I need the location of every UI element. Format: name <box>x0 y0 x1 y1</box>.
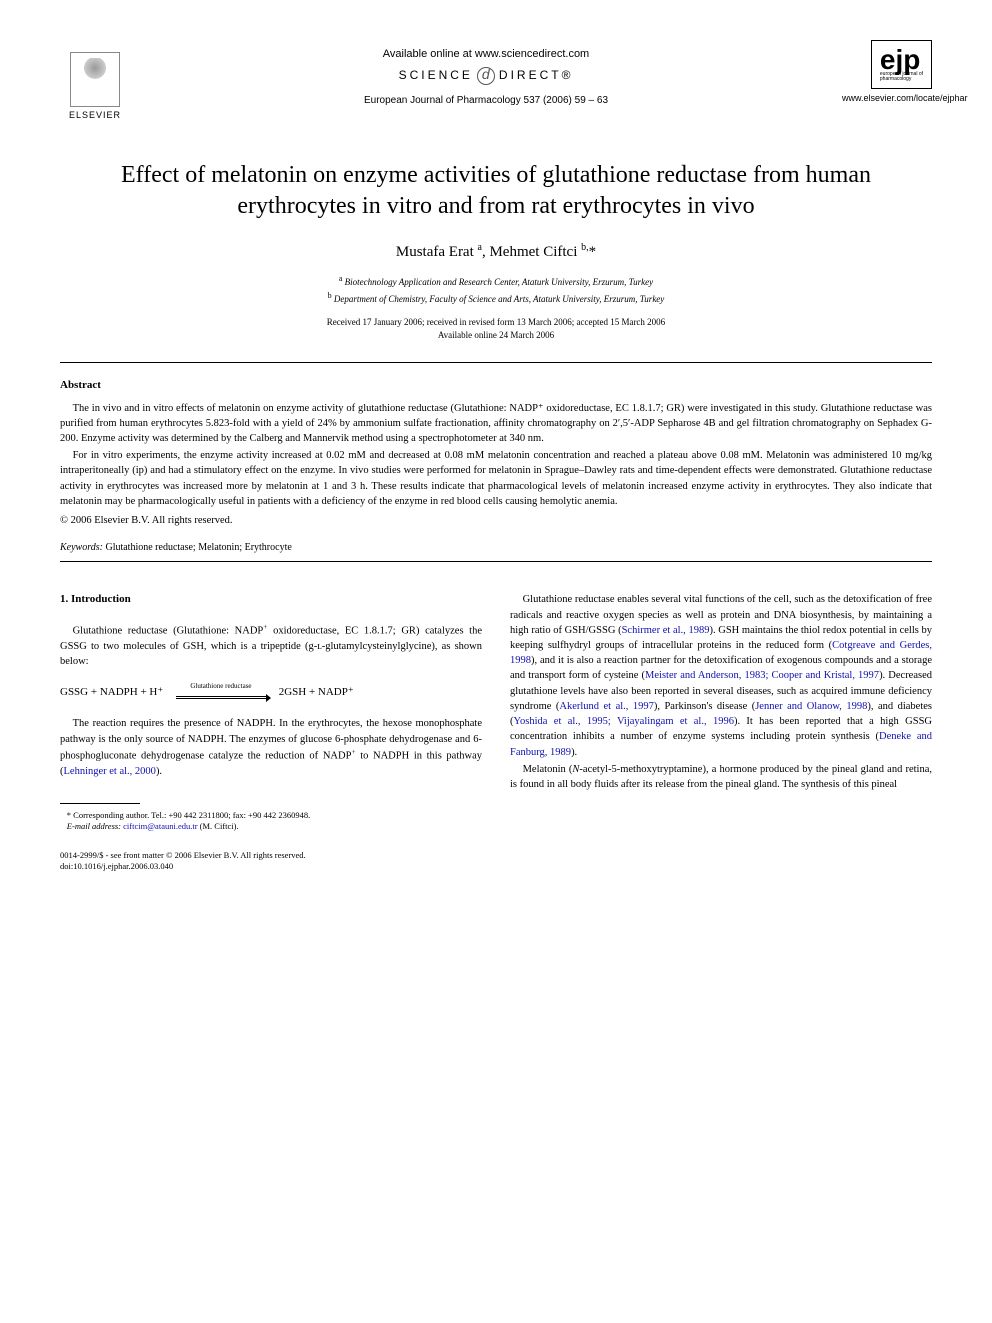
intro-p1: Glutathione reductase (Glutathione: NADP… <box>60 622 482 669</box>
right-p1: Glutathione reductase enables several vi… <box>510 592 932 759</box>
ejp-sub2: pharmacology <box>880 77 923 82</box>
footnote-email-who: (M. Ciftci). <box>200 821 239 831</box>
ref-schirmer[interactable]: Schirmer et al., 1989 <box>622 625 710 636</box>
intro-p1-pre: Glutathione reductase (Glutathione: NADP <box>73 626 264 637</box>
right-column: Glutathione reductase enables several vi… <box>510 592 932 872</box>
rule-top <box>60 362 932 363</box>
author-2-aff: b, <box>581 242 589 253</box>
available-date: Available online 24 March 2006 <box>60 329 932 342</box>
eq-arrow-label: Glutathione reductase <box>166 681 276 691</box>
eq-left: GSSG + NADPH + H⁺ <box>60 686 163 698</box>
footnote-email-line: E-mail address: ciftcim@atauni.edu.tr (M… <box>60 821 482 832</box>
author-2: Mehmet Ciftci <box>489 244 577 260</box>
authors: Mustafa Erat a, Mehmet Ciftci b,* <box>60 242 932 261</box>
locate-url: www.elsevier.com/locate/ejphar <box>842 93 932 103</box>
rule-after-abstract <box>60 561 932 562</box>
ref-yoshida[interactable]: Yoshida et al., 1995; Vijayalingam et al… <box>514 716 734 727</box>
elsevier-logo: ELSEVIER <box>60 40 130 120</box>
journal-reference: European Journal of Pharmacology 537 (20… <box>130 95 842 106</box>
footnote-email-label: E-mail address: <box>67 821 121 831</box>
left-column: 1. Introduction Glutathione reductase (G… <box>60 592 482 872</box>
reaction-equation: GSSG + NADPH + H⁺ Glutathione reductase … <box>60 681 482 704</box>
page-header: ELSEVIER Available online at www.science… <box>60 40 932 120</box>
sciencedirect-left: SCIENCE <box>399 68 473 82</box>
author-1-aff: a <box>478 242 482 253</box>
ref-lehninger[interactable]: Lehninger et al., 2000 <box>64 766 156 777</box>
intro-p2: The reaction requires the presence of NA… <box>60 716 482 778</box>
footnote-corresponding: * Corresponding author. Tel.: +90 442 23… <box>60 810 482 821</box>
author-1: Mustafa Erat <box>396 244 474 260</box>
footer-info: 0014-2999/$ - see front matter © 2006 El… <box>60 850 482 872</box>
abstract-p1: The in vivo and in vitro effects of mela… <box>60 401 932 447</box>
abstract-copyright: © 2006 Elsevier B.V. All rights reserved… <box>60 513 932 528</box>
footnote-email[interactable]: ciftcim@atauni.edu.tr <box>123 821 197 831</box>
available-online-text: Available online at www.sciencedirect.co… <box>130 48 842 60</box>
footer-line1: 0014-2999/$ - see front matter © 2006 El… <box>60 850 482 861</box>
affiliation-b: b Department of Chemistry, Faculty of Sc… <box>60 290 932 307</box>
sciencedirect-right: DIRECT® <box>499 68 574 82</box>
affiliation-a-text: Biotechnology Application and Research C… <box>345 277 654 287</box>
journal-logo-block: ejp european journal of pharmacology www… <box>842 40 932 103</box>
received-date: Received 17 January 2006; received in re… <box>60 316 932 329</box>
right-p2: Melatonin (N-acetyl-5-methoxytryptamine)… <box>510 762 932 792</box>
elsevier-label: ELSEVIER <box>69 110 121 120</box>
affiliation-a: a Biotechnology Application and Research… <box>60 273 932 290</box>
affiliation-b-text: Department of Chemistry, Faculty of Scie… <box>334 294 664 304</box>
corresponding-author-footnote: * Corresponding author. Tel.: +90 442 23… <box>60 810 482 832</box>
ejp-logo-box: ejp european journal of pharmacology <box>871 40 932 89</box>
footer-doi: doi:10.1016/j.ejphar.2006.03.040 <box>60 861 482 872</box>
abstract-p2: For in vitro experiments, the enzyme act… <box>60 448 932 509</box>
abstract-heading: Abstract <box>60 379 932 391</box>
ejp-letters: ejp <box>880 47 923 72</box>
right-p1-e: ), Parkinson's disease ( <box>654 701 755 712</box>
right-p2-text: Melatonin (N-acetyl-5-methoxytryptamine)… <box>510 764 932 790</box>
keywords-label: Keywords: <box>60 542 103 553</box>
abstract-body: The in vivo and in vitro effects of mela… <box>60 401 932 529</box>
eq-arrow-line-icon <box>176 696 266 699</box>
ref-akerlund[interactable]: Akerlund et al., 1997 <box>559 701 653 712</box>
right-p1-h: ). <box>571 747 577 758</box>
sciencedirect-logo: SCIENCE DIRECT® <box>399 67 574 85</box>
eq-right: 2GSH + NADP⁺ <box>279 686 354 698</box>
eq-arrow: Glutathione reductase <box>166 681 276 704</box>
article-title: Effect of melatonin on enzyme activities… <box>80 160 912 222</box>
elsevier-tree-icon <box>70 52 120 107</box>
ref-jenner[interactable]: Jenner and Olanow, 1998 <box>755 701 867 712</box>
intro-heading: 1. Introduction <box>60 592 482 608</box>
affiliations: a Biotechnology Application and Research… <box>60 273 932 306</box>
body-columns: 1. Introduction Glutathione reductase (G… <box>60 592 932 872</box>
article-dates: Received 17 January 2006; received in re… <box>60 316 932 341</box>
footnote-rule <box>60 803 140 804</box>
sciencedirect-d-icon <box>477 67 495 85</box>
keywords-line: Keywords: Glutathione reductase; Melaton… <box>60 542 932 553</box>
intro-p2-end: ). <box>156 766 162 777</box>
ref-meister[interactable]: Meister and Anderson, 1983; Cooper and K… <box>645 670 879 681</box>
header-center: Available online at www.sciencedirect.co… <box>130 40 842 106</box>
keywords-text: Glutathione reductase; Melatonin; Erythr… <box>105 542 291 553</box>
